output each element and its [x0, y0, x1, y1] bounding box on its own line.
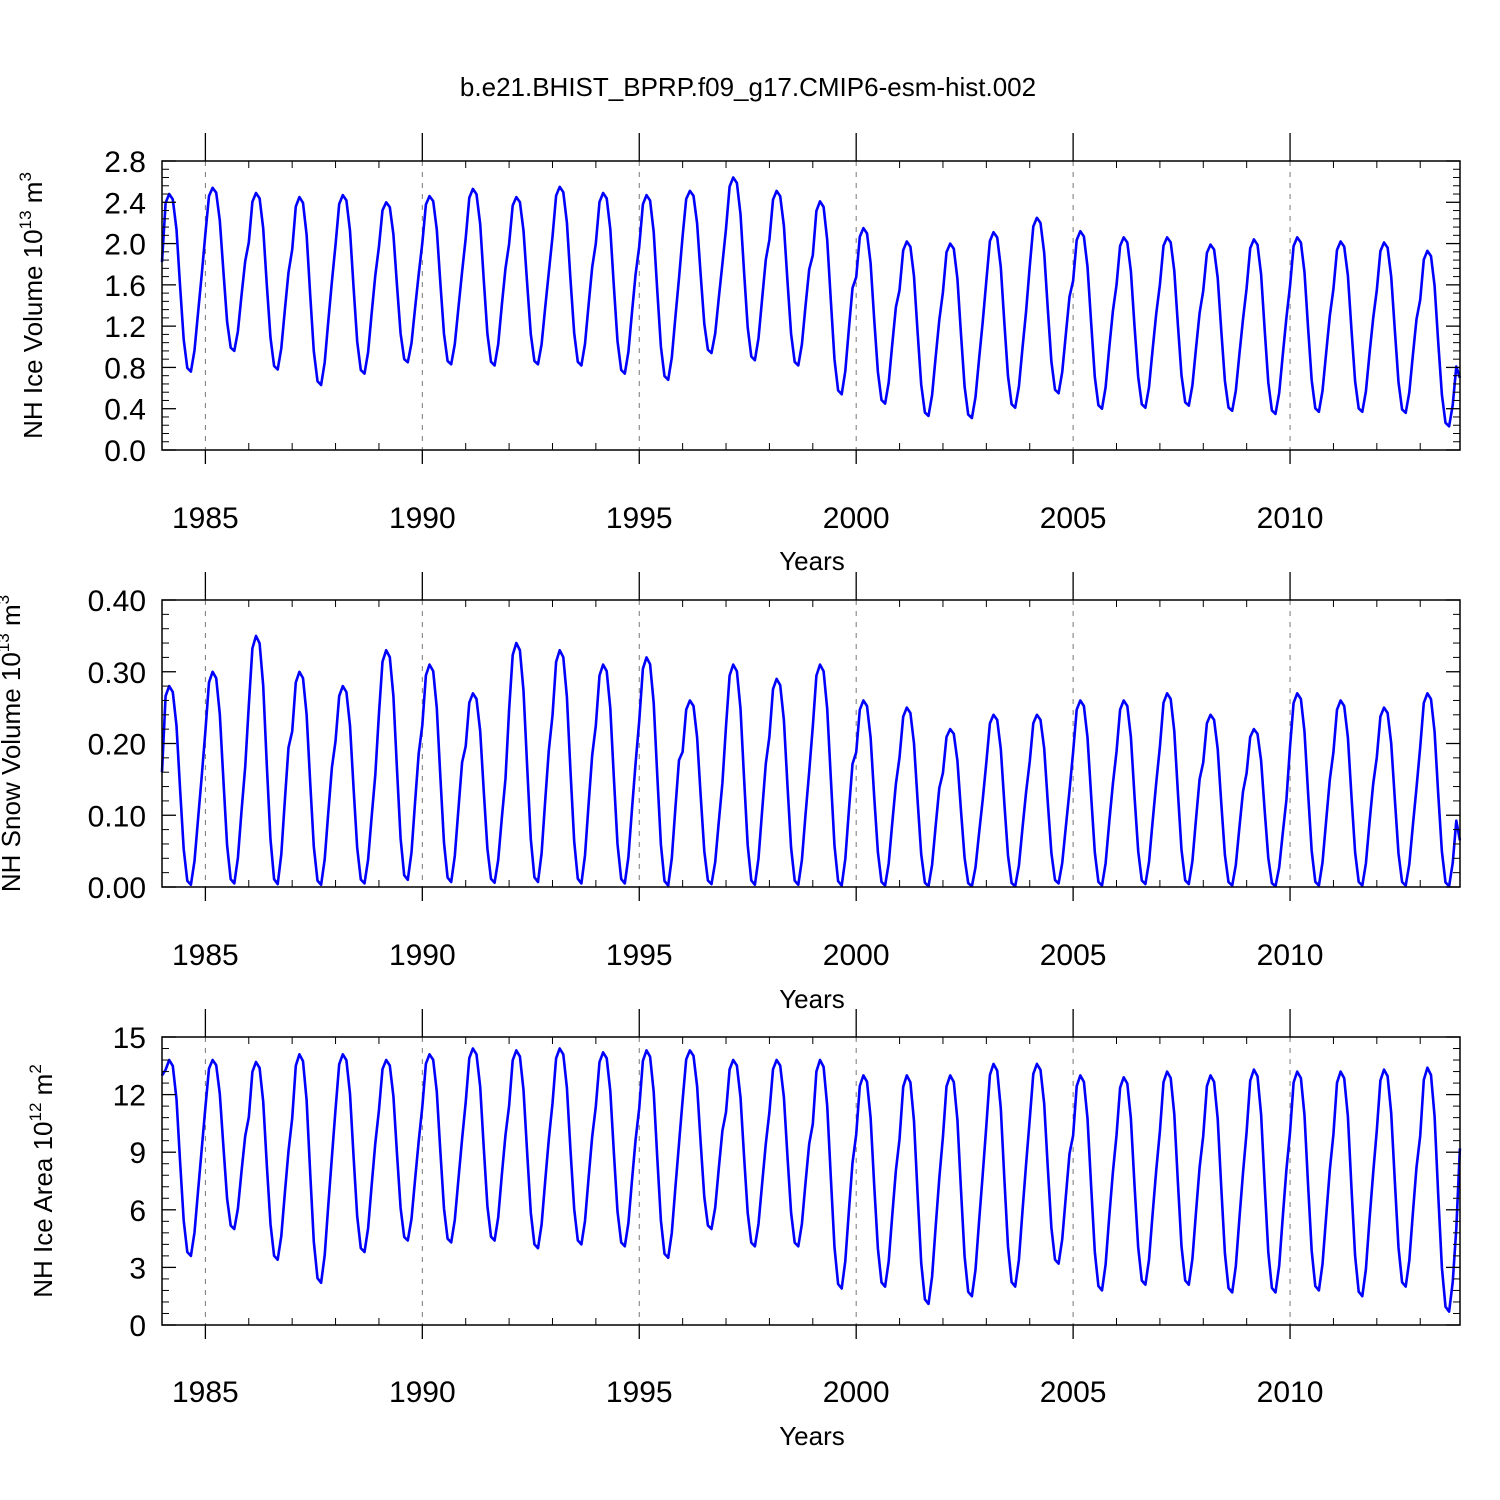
- y-tick-label: 0.8: [104, 352, 146, 385]
- y-axis-title-superscript: 12: [26, 1103, 45, 1122]
- y-tick-label: 0.4: [104, 394, 146, 427]
- x-tick-label: 1990: [389, 939, 456, 972]
- y-tick-label: 1.2: [104, 311, 146, 344]
- x-tick-label: 2000: [823, 1376, 890, 1409]
- y-tick-label: 0.00: [88, 872, 146, 905]
- y-axis-title-part: m: [28, 1074, 58, 1103]
- y-tick-label: 15: [113, 1022, 146, 1055]
- main-title: b.e21.BHIST_BPRP.f09_g17.CMIP6-esm-hist.…: [460, 72, 1036, 102]
- ice-volume-panel: 1985 1990 1995 2000 2005 2010 0.0 0.4 0.8 1.2 1.6 2…: [16, 133, 1462, 576]
- y-tick-label: 12: [113, 1080, 146, 1113]
- y-tick-label: 3: [129, 1252, 146, 1285]
- y-axis-title: NH Ice Area 1012 m2: [26, 1064, 58, 1298]
- x-tick-label: 2000: [823, 502, 890, 535]
- y-axis-title: NH Ice Volume 1013 m3: [16, 172, 48, 439]
- y-axis-title: NH Snow Volume 1013 m3: [0, 595, 26, 892]
- y-tick-label: 2.4: [104, 187, 146, 220]
- series-line: [160, 176, 1462, 428]
- y-axis-title-part: m: [18, 182, 48, 211]
- y-axis-title-superscript: 13: [0, 633, 13, 652]
- y-axis-title-part: NH Snow Volume 10: [0, 652, 26, 892]
- y-tick-label: 0.10: [88, 800, 146, 833]
- y-tick-label: 2.0: [104, 229, 146, 262]
- y-axis-title-part: NH Ice Volume 10: [18, 229, 48, 439]
- y-tick-label: 9: [129, 1137, 146, 1170]
- y-axis-title-part: m: [0, 604, 26, 633]
- x-tick-label: 1985: [172, 1376, 239, 1409]
- y-tick-label: 6: [129, 1195, 146, 1228]
- x-tick-label: 2005: [1040, 502, 1107, 535]
- y-axis-title-superscript: 3: [16, 172, 35, 181]
- x-tick-label: 2010: [1257, 1376, 1324, 1409]
- x-tick-label: 2010: [1257, 502, 1324, 535]
- x-tick-label: 1990: [389, 1376, 456, 1409]
- y-axis-title-superscript: 13: [16, 210, 35, 229]
- plot-frame: [161, 160, 1461, 451]
- x-tick-label: 2000: [823, 939, 890, 972]
- series-line: [160, 1047, 1462, 1313]
- y-axis-title-superscript: 3: [0, 595, 13, 604]
- x-tick-label: 1995: [606, 1376, 673, 1409]
- plot-frame: [161, 1036, 1461, 1326]
- x-axis-title: Years: [779, 984, 845, 1014]
- x-axis-title: Years: [779, 546, 845, 576]
- x-tick-label: 1985: [172, 939, 239, 972]
- snow-volume-panel: 1985 1990 1995 2000 2005 2010 0.00 0.10 0.20 0.30…: [0, 572, 1462, 1014]
- y-tick-label: 0.0: [104, 435, 146, 468]
- x-tick-label: 1995: [606, 939, 673, 972]
- y-tick-label: 0.20: [88, 729, 146, 762]
- y-tick-label: 0: [129, 1310, 146, 1343]
- series-line: [160, 634, 1462, 888]
- y-axis-title-part: NH Ice Area 10: [28, 1121, 58, 1297]
- y-tick-label: 2.8: [104, 146, 146, 179]
- y-axis-title-superscript: 2: [26, 1064, 45, 1073]
- x-tick-label: 2005: [1040, 1376, 1107, 1409]
- y-tick-label: 0.40: [88, 585, 146, 618]
- y-tick-label: 0.30: [88, 657, 146, 690]
- x-tick-label: 1985: [172, 502, 239, 535]
- x-tick-label: 1990: [389, 502, 456, 535]
- x-tick-label: 2010: [1257, 939, 1324, 972]
- x-axis-title: Years: [779, 1421, 845, 1451]
- x-tick-label: 1995: [606, 502, 673, 535]
- x-tick-label: 2005: [1040, 939, 1107, 972]
- ice-area-panel: 1985 1990 1995 2000 2005 2010 0 3 6 9 12 15 Years NH …: [26, 1009, 1462, 1451]
- y-tick-label: 1.6: [104, 270, 146, 303]
